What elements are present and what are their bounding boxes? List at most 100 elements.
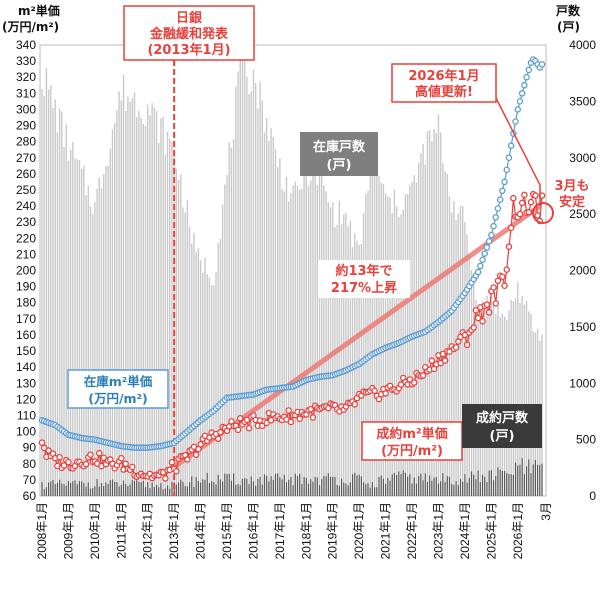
contract-count-bar — [316, 477, 318, 496]
growth-annotation-line1: 約13年で — [335, 263, 392, 279]
inventory-count-bar — [72, 141, 74, 496]
inventory-count-bar — [290, 193, 292, 496]
contract-count-bar — [451, 483, 453, 496]
contract-price-point — [507, 224, 515, 232]
inventory-count-bar — [98, 177, 100, 496]
inventory-count-bar — [283, 191, 285, 496]
inventory-count-bar — [420, 153, 422, 496]
contract-price-label-box — [361, 421, 463, 461]
contract-price-point — [494, 277, 502, 285]
x-tick-label: 2011年1月 — [114, 502, 128, 558]
contract-price-point — [162, 475, 169, 482]
inventory-count-bar — [276, 167, 279, 496]
left-tick-label: 330 — [16, 54, 36, 68]
inventory-count-label-line2: (戸) — [327, 158, 352, 173]
contract-count-bar — [499, 469, 501, 496]
inventory-count-bar — [50, 85, 52, 497]
contract-price-point — [516, 210, 524, 218]
growth-annotation-bg — [318, 260, 410, 298]
inventory-count-bar — [252, 69, 255, 497]
inventory-count-bar — [43, 95, 45, 496]
contract-price-point — [351, 401, 359, 408]
inventory-count-bar — [325, 191, 327, 496]
contract-count-bar — [470, 471, 473, 496]
inventory-count-bar — [118, 91, 120, 496]
inventory-count-bar — [224, 184, 226, 496]
inventory-count-bar — [310, 180, 312, 496]
contract-count-bar — [224, 473, 226, 496]
contract-price-point — [173, 467, 180, 475]
contract-count-bar — [536, 464, 539, 496]
contract-price-point — [65, 458, 72, 466]
inventory-price-point — [514, 106, 522, 113]
contract-count-bar — [100, 483, 103, 496]
contract-count-bar — [125, 483, 127, 496]
contract-count-bar — [358, 474, 360, 496]
inventory-count-bar — [362, 213, 365, 496]
x-tick-label: 2008年1月 — [35, 502, 49, 559]
contract-price-point — [296, 415, 303, 422]
contract-count-bar — [495, 476, 497, 496]
inventory-count-bar — [140, 117, 142, 496]
inventory-count-bar — [523, 304, 526, 496]
right-tick-label: 3500 — [569, 94, 596, 108]
inventory-count-bar — [382, 183, 385, 496]
contract-price-point — [521, 191, 528, 199]
contract-count-bar — [244, 478, 246, 496]
inventory-count-bar — [131, 98, 134, 497]
contract-count-bar — [67, 481, 70, 496]
x-tick-label: 2025年1月 — [484, 502, 498, 559]
contract-count-bar — [43, 489, 45, 496]
contract-price-point — [197, 441, 204, 448]
contract-count-bar — [347, 485, 349, 496]
inventory-count-bar — [69, 150, 72, 496]
contract-count-bar — [255, 485, 257, 496]
inventory-count-bar — [433, 128, 435, 497]
inventory-count-bar — [184, 212, 186, 496]
contract-price-point — [184, 456, 191, 463]
inventory-count-bar — [490, 295, 493, 496]
inventory-price-point — [494, 205, 502, 212]
right-tick-label: 3000 — [569, 151, 596, 165]
right-tick-label: 1500 — [569, 320, 596, 334]
inventory-count-bar — [371, 141, 374, 497]
inventory-count-bar — [510, 300, 512, 496]
contract-price-point — [410, 379, 418, 386]
contract-count-label-line2: (戸) — [490, 429, 515, 444]
inventory-count-bar — [237, 71, 239, 497]
contract-count-bar — [426, 481, 429, 496]
contract-price-point — [118, 454, 125, 462]
contract-count-bar — [263, 474, 266, 496]
contract-count-bar — [448, 476, 451, 496]
inventory-count-bar — [492, 305, 495, 496]
contract-count-bar — [193, 486, 195, 496]
contract-count-bar — [525, 466, 528, 496]
inventory-count-bar — [171, 141, 173, 497]
x-tick-label: 2023年1月 — [432, 502, 446, 559]
contract-price-series — [38, 190, 546, 482]
x-tick-label: 2010年1月 — [88, 502, 102, 559]
contract-count-bar — [52, 479, 54, 496]
inventory-count-bar — [226, 175, 228, 496]
contract-count-bar — [96, 479, 98, 496]
contract-count-bar — [376, 487, 378, 496]
inventory-count-bar — [528, 311, 530, 496]
contract-count-bar — [418, 476, 420, 496]
left-tick-label: 190 — [16, 280, 36, 294]
inventory-count-bar — [294, 181, 296, 497]
contract-count-bar — [409, 474, 411, 496]
contract-count-bar — [270, 476, 272, 496]
inventory-count-bar — [428, 130, 431, 496]
inventory-count-bar — [327, 202, 330, 496]
left-tick-label: 220 — [16, 231, 36, 245]
contract-count-bar — [497, 467, 499, 496]
inventory-price-point — [525, 66, 533, 74]
inventory-count-bar — [210, 284, 213, 496]
inventory-count-bar — [54, 99, 56, 496]
left-tick-label: 90 — [23, 441, 37, 455]
inventory-count-bar — [470, 269, 473, 496]
inventory-count-bar — [164, 154, 167, 497]
contract-price-point — [505, 243, 513, 250]
inventory-count-bar — [318, 172, 321, 497]
contract-count-bar — [257, 478, 259, 496]
